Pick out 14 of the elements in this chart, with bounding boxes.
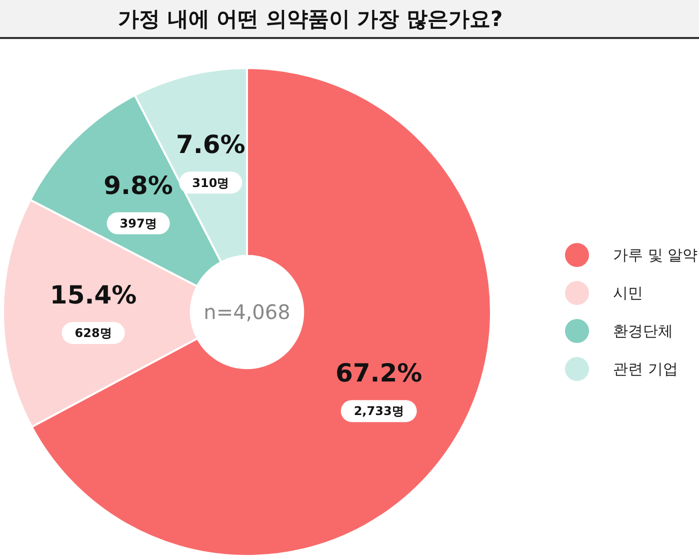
text: n=4,068	[204, 300, 290, 324]
data-label: 67.2%	[335, 358, 422, 388]
data-label: 7.6%	[176, 130, 246, 160]
legend-label: 환경단체	[613, 322, 673, 340]
legend-label: 시민	[613, 284, 643, 302]
data-label: 15.4%	[50, 280, 137, 310]
text: 397명	[120, 216, 157, 230]
data-label: 9.8%	[104, 170, 173, 200]
legend-label: 관련 기업	[613, 360, 678, 378]
text: 310명	[192, 176, 230, 190]
chart-title: 가정 내에 어떤 의약품이 가장 많은가요?	[0, 0, 699, 39]
text: 628명	[74, 326, 112, 340]
text: 2,733명	[354, 404, 404, 418]
legend-label: 가루 및 알약	[613, 246, 698, 264]
